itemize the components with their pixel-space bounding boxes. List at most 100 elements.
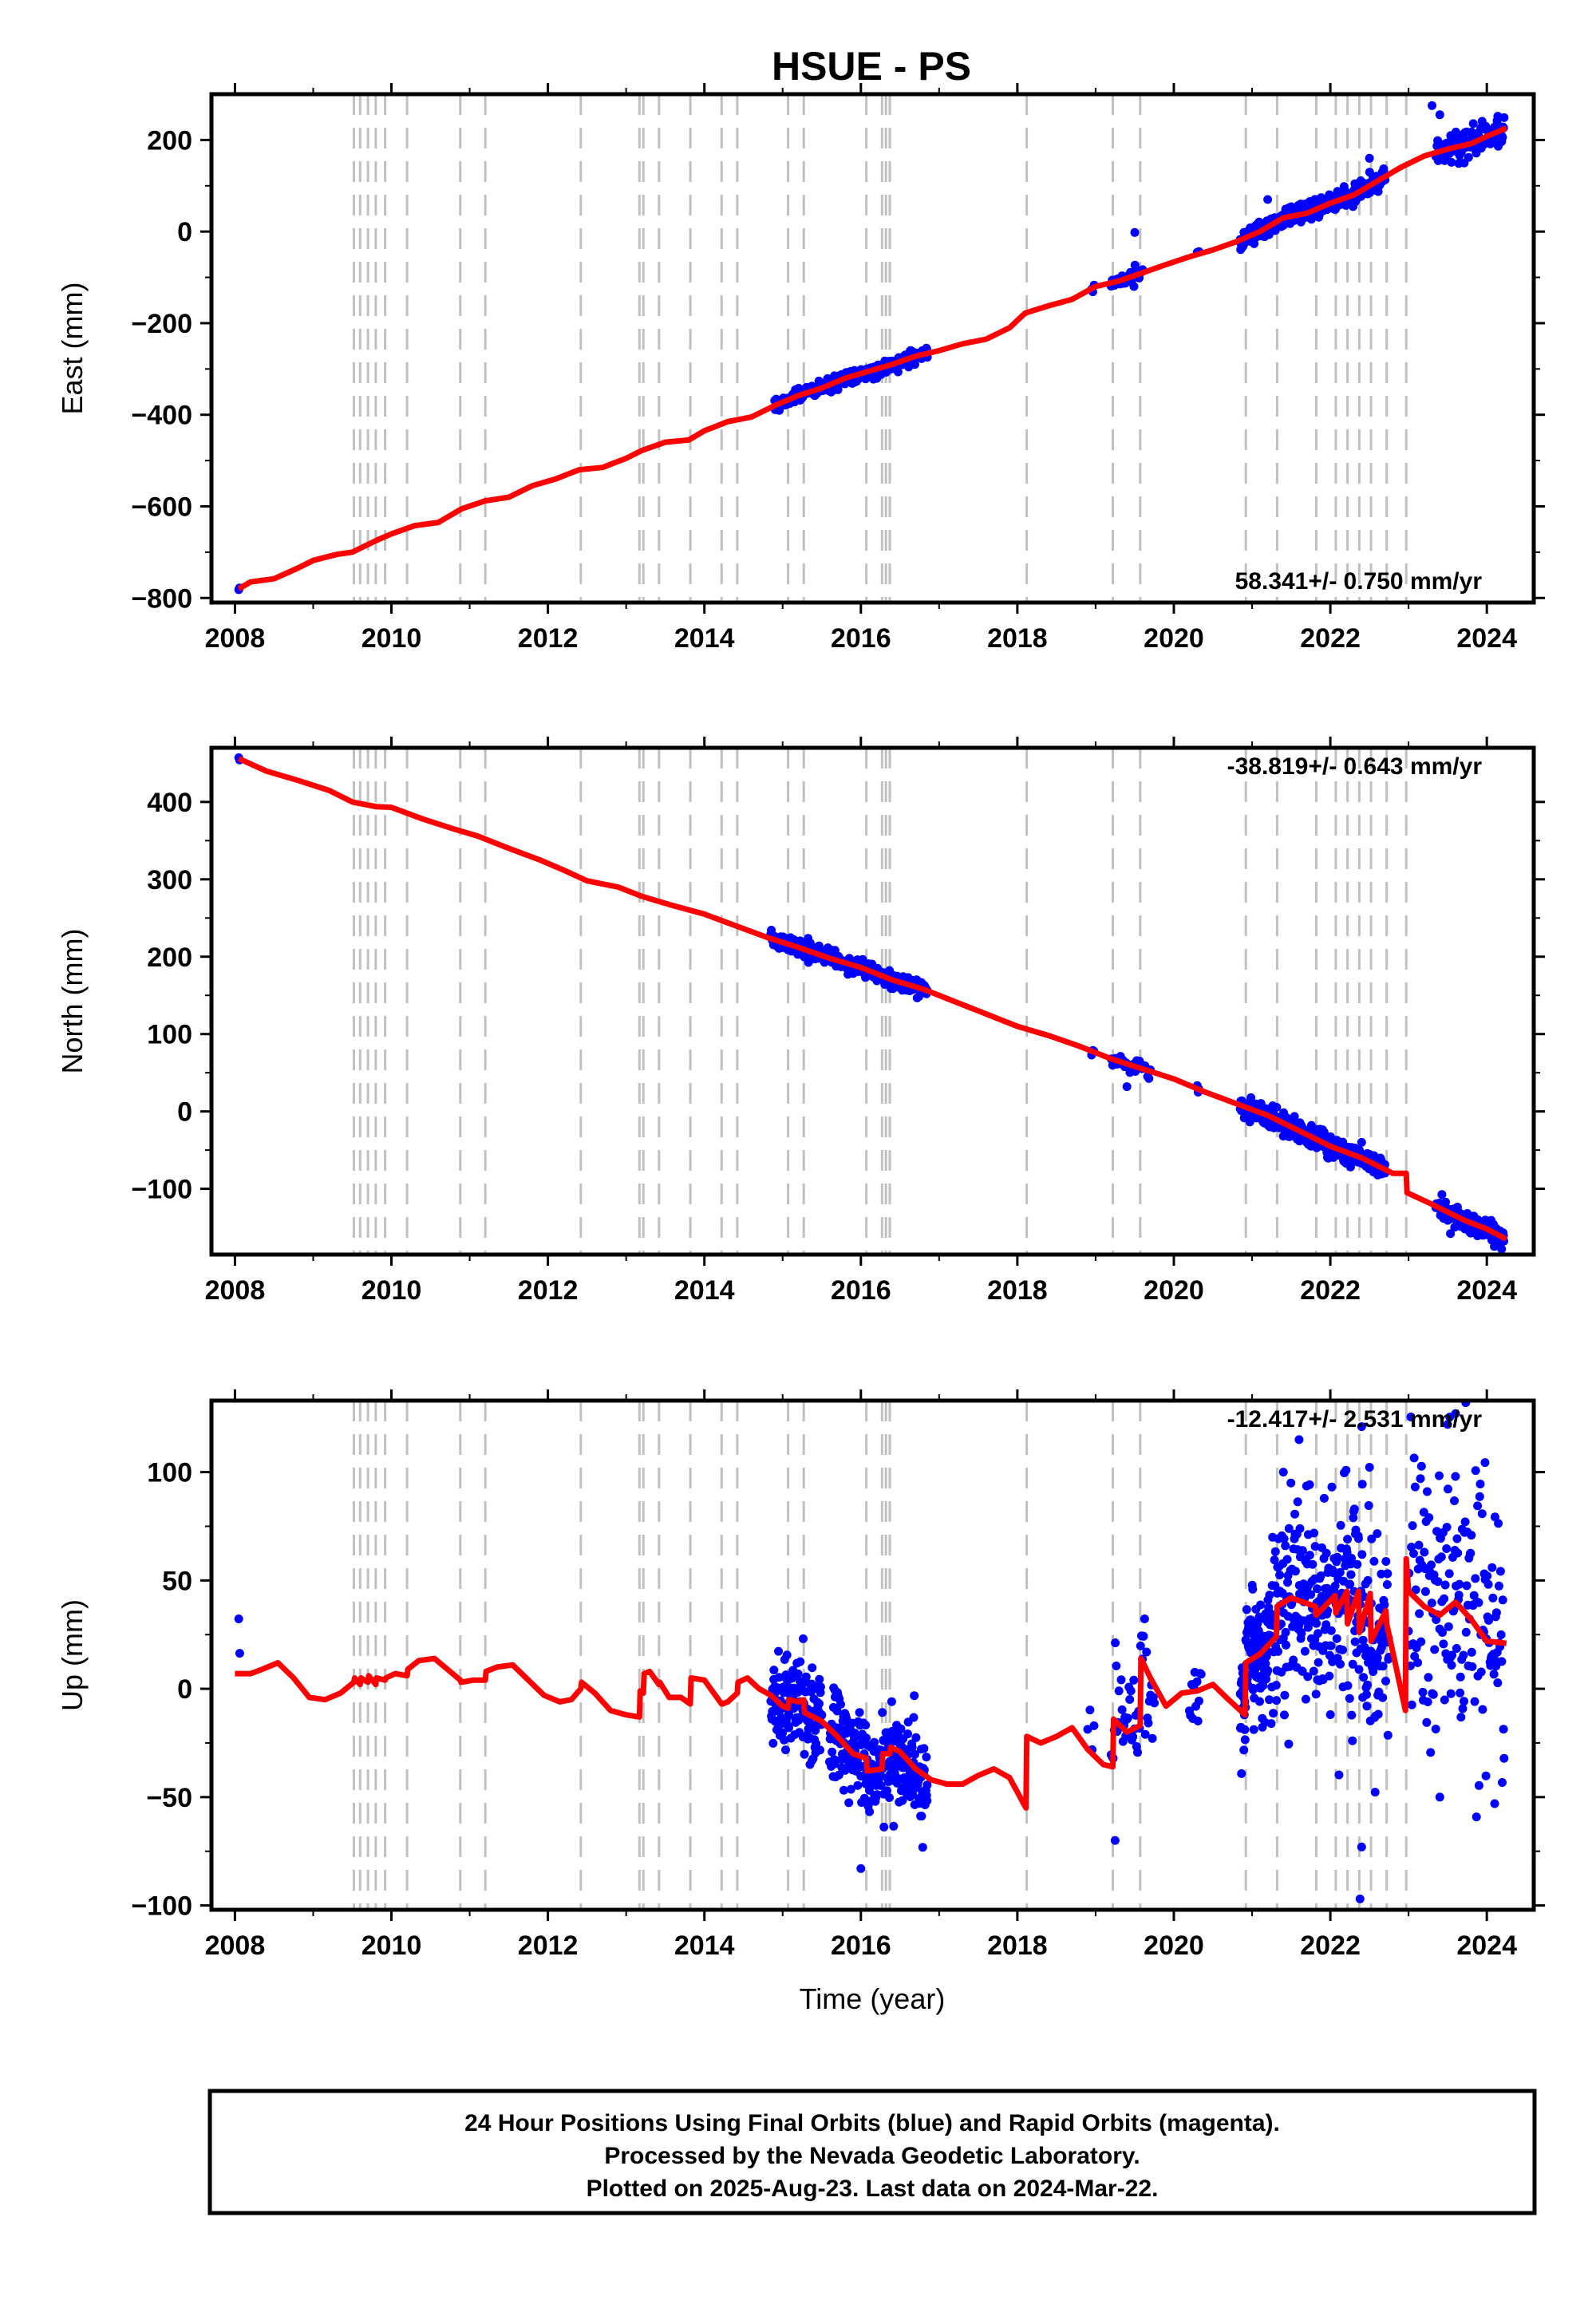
up-data-point-713 xyxy=(1313,1584,1322,1594)
up-data-point-773 xyxy=(1335,1567,1345,1577)
footer-line-2: Processed by the Nevada Geodetic Laborat… xyxy=(604,2143,1140,2169)
north-ytick-label-0: −100 xyxy=(131,1175,192,1205)
up-data-point-780 xyxy=(1338,1645,1347,1654)
up-data-point-951 xyxy=(1431,1725,1440,1733)
east-event-lines xyxy=(352,94,1408,603)
north-xtick-label-4: 2016 xyxy=(831,1275,891,1306)
up-data-point-1083 xyxy=(1278,1468,1288,1477)
up-data-point-974 xyxy=(1444,1622,1453,1631)
up-data-point-967 xyxy=(1440,1695,1449,1705)
up-data-point-907 xyxy=(1406,1413,1416,1421)
up-data-point-470 xyxy=(1195,1696,1203,1705)
up-data-point-683 xyxy=(1301,1694,1310,1704)
up-data-point-732 xyxy=(1319,1493,1329,1503)
up-data-point-811 xyxy=(1349,1504,1359,1514)
up-plot-frame xyxy=(209,1398,1536,1912)
up-data-point-922 xyxy=(1415,1609,1424,1618)
up-data-point-913 xyxy=(1409,1453,1419,1463)
up-data-point-526 xyxy=(1249,1725,1258,1734)
up-data-point-181 xyxy=(836,1700,845,1709)
east-xtick-label-1: 2010 xyxy=(361,623,422,654)
up-data-point-606 xyxy=(1272,1696,1282,1705)
up-data-point-359 xyxy=(903,1729,912,1739)
up-data-point-644 xyxy=(1286,1478,1296,1488)
up-data-point-1072 xyxy=(1499,1753,1509,1763)
up-data-point-745 xyxy=(1325,1671,1334,1681)
north-xtick-label-5: 2018 xyxy=(987,1275,1048,1306)
up-data-point-1015 xyxy=(1467,1647,1476,1657)
up-data-point-1001 xyxy=(1460,1697,1468,1706)
up-data-point-460 xyxy=(1150,1698,1159,1708)
north-plot-frame xyxy=(209,745,1536,1257)
up-data-point-278 xyxy=(872,1790,882,1800)
x-axis-title: Time (year) xyxy=(800,1982,946,2015)
up-data-point-935 xyxy=(1422,1717,1432,1727)
up-data-point-1014 xyxy=(1467,1531,1476,1540)
up-data-point-1044 xyxy=(1483,1579,1493,1589)
up-data-point-802 xyxy=(1346,1570,1356,1579)
up-data-point-693 xyxy=(1305,1480,1314,1489)
up-data-point-1076 xyxy=(1355,1894,1365,1903)
up-data-point-487 xyxy=(1239,1745,1249,1755)
up-data-point-36 xyxy=(778,1728,788,1737)
up-data-point-694 xyxy=(1305,1551,1314,1560)
up-data-point-899 xyxy=(1383,1730,1393,1740)
up-data-point-148 xyxy=(816,1682,825,1692)
east-data-point-820 xyxy=(1468,119,1478,128)
up-data-point-41 xyxy=(780,1735,789,1745)
east-ytick-label-5: 200 xyxy=(147,125,192,156)
up-data-point-910 xyxy=(1408,1521,1417,1531)
up-data-point-592 xyxy=(1266,1719,1276,1729)
north-data-point-759 xyxy=(1441,1197,1450,1207)
up-data-point-681 xyxy=(1300,1646,1310,1656)
up-data-point-794 xyxy=(1343,1681,1353,1690)
up-ytick-label-2: 0 xyxy=(177,1674,192,1705)
up-data-point-1016 xyxy=(1468,1662,1477,1671)
up-data-point-1074 xyxy=(1110,1836,1120,1845)
east-data-point-892 xyxy=(1365,153,1374,163)
up-data-point-1078 xyxy=(1357,1422,1366,1432)
up-data-point-376 xyxy=(910,1691,919,1701)
up-data-point-402 xyxy=(919,1744,929,1753)
up-data-point-421 xyxy=(1112,1661,1121,1670)
up-data-point-629 xyxy=(1281,1541,1290,1551)
up-data-point-860 xyxy=(1369,1667,1378,1676)
up-data-point-258 xyxy=(865,1807,875,1816)
east-rate-label: 58.341+/- 0.750 mm/yr xyxy=(1235,568,1483,595)
up-data-point-765 xyxy=(1332,1634,1341,1643)
up-data-point-144 xyxy=(815,1674,824,1684)
up-data-point-1079 xyxy=(1451,1409,1460,1418)
up-data-point-472 xyxy=(1196,1670,1206,1679)
up-data-point-970 xyxy=(1442,1544,1452,1553)
up-data-point-799 xyxy=(1345,1579,1355,1589)
up-data-point-843 xyxy=(1362,1690,1371,1699)
up-data-point-100 xyxy=(800,1749,809,1759)
up-data-point-775 xyxy=(1336,1520,1345,1530)
up-data-point-916 xyxy=(1411,1585,1420,1595)
up-data-point-1022 xyxy=(1471,1466,1480,1476)
up-data-point-890 xyxy=(1380,1600,1389,1610)
up-y-axis-title: Up (mm) xyxy=(56,1599,89,1711)
north-ytick-label-4: 300 xyxy=(147,865,192,895)
up-data-point-433 xyxy=(1123,1713,1132,1723)
up-data-point-49 xyxy=(782,1650,792,1660)
up-data-point-375 xyxy=(909,1713,918,1722)
up-data-point-668 xyxy=(1295,1524,1305,1533)
up-data-point-1054 xyxy=(1489,1670,1499,1679)
up-data-point-749 xyxy=(1326,1641,1336,1650)
north-model-line xyxy=(237,756,1508,1242)
up-data-point-919 xyxy=(1413,1658,1423,1667)
north-data-point-500 xyxy=(1290,1112,1299,1121)
up-data-point-1003 xyxy=(1460,1517,1470,1527)
up-data-point-925 xyxy=(1416,1637,1426,1646)
up-data-point-807 xyxy=(1348,1659,1357,1669)
up-data-point-808 xyxy=(1349,1513,1358,1523)
up-xtick-label-6: 2020 xyxy=(1144,1931,1204,1961)
up-data-point-249 xyxy=(862,1733,871,1743)
up-data-point-97 xyxy=(799,1634,808,1643)
up-data-point-984 xyxy=(1450,1496,1459,1505)
up-data-point-550 xyxy=(1255,1697,1264,1706)
up-data-point-498 xyxy=(1242,1605,1251,1614)
up-data-point-963 xyxy=(1438,1628,1447,1637)
up-data-point-750 xyxy=(1326,1626,1336,1635)
